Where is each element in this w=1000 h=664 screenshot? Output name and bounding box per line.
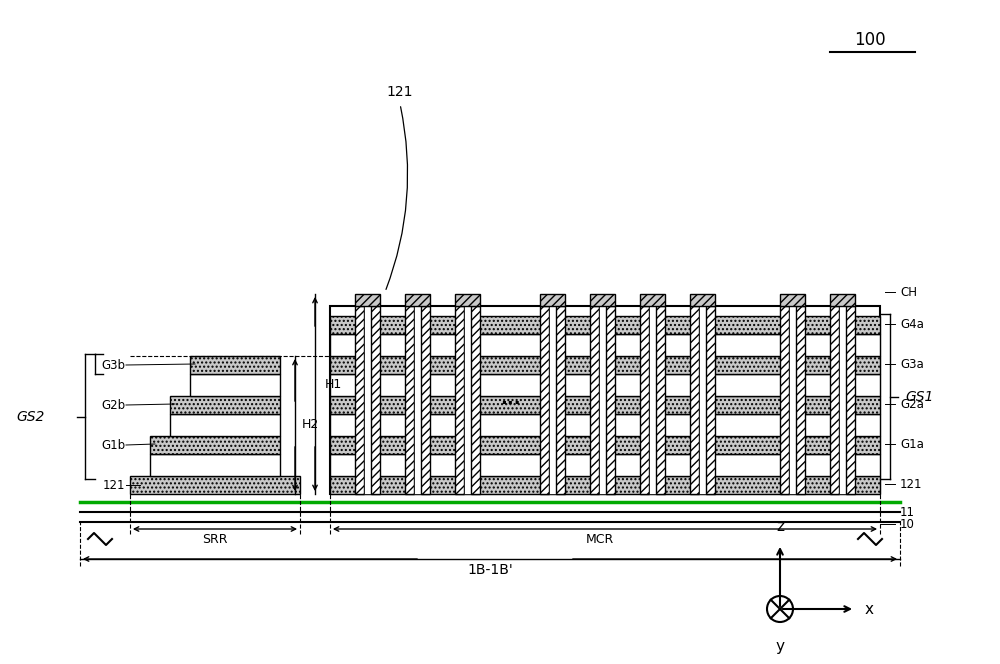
Bar — [190, 356, 280, 374]
Text: 10: 10 — [900, 517, 915, 531]
Bar — [690, 306, 699, 494]
Bar — [355, 294, 380, 306]
Text: CH: CH — [900, 286, 917, 299]
Bar — [405, 306, 414, 494]
Bar — [330, 414, 880, 436]
Text: H1: H1 — [325, 378, 342, 390]
Bar — [355, 306, 364, 494]
Bar — [330, 306, 880, 494]
Text: G3b: G3b — [101, 359, 125, 371]
Text: 121: 121 — [103, 479, 125, 491]
Bar — [796, 306, 805, 494]
Bar — [540, 294, 565, 306]
Bar — [846, 306, 855, 494]
Bar — [549, 306, 556, 494]
Text: 121: 121 — [387, 85, 413, 99]
Text: 100: 100 — [854, 31, 886, 49]
Bar — [789, 306, 796, 494]
Bar — [170, 414, 280, 436]
Text: GS2: GS2 — [17, 410, 45, 424]
Bar — [464, 306, 471, 494]
Bar — [414, 306, 421, 494]
Bar — [656, 306, 665, 494]
Bar — [590, 294, 615, 306]
Bar — [649, 306, 656, 494]
Text: y: y — [776, 639, 784, 654]
Bar — [471, 306, 480, 494]
Bar — [590, 306, 599, 494]
Bar — [190, 374, 280, 396]
Text: 121: 121 — [900, 477, 922, 491]
Bar — [330, 436, 880, 454]
Bar — [706, 306, 715, 494]
Bar — [330, 334, 880, 356]
Bar — [150, 454, 280, 476]
Bar — [405, 294, 430, 306]
Text: G1b: G1b — [101, 438, 125, 452]
Bar — [830, 294, 855, 306]
Bar — [556, 306, 565, 494]
Bar — [330, 476, 880, 494]
Text: SRR: SRR — [202, 533, 228, 546]
Text: 11: 11 — [900, 505, 915, 519]
Text: G2b: G2b — [101, 398, 125, 412]
Bar — [150, 436, 280, 454]
Text: H2: H2 — [302, 418, 319, 430]
Text: G2a: G2a — [900, 398, 924, 410]
Bar — [640, 306, 649, 494]
Text: ...: ... — [500, 390, 520, 408]
Bar — [330, 396, 880, 414]
Text: 1B-1B': 1B-1B' — [467, 563, 513, 577]
Bar — [364, 306, 371, 494]
Bar — [640, 294, 665, 306]
Bar — [690, 294, 715, 306]
Text: G3a: G3a — [900, 357, 924, 371]
Text: GS1: GS1 — [905, 390, 933, 404]
Bar — [330, 356, 880, 374]
Bar — [830, 306, 839, 494]
Bar — [455, 306, 464, 494]
Bar — [599, 306, 606, 494]
Bar — [455, 294, 480, 306]
Text: MCR: MCR — [586, 533, 614, 546]
Text: z: z — [776, 519, 784, 534]
Bar — [421, 306, 430, 494]
Text: G4a: G4a — [900, 317, 924, 331]
Bar — [330, 374, 880, 396]
Bar — [839, 306, 846, 494]
Bar — [699, 306, 706, 494]
Bar — [371, 306, 380, 494]
Bar — [780, 294, 805, 306]
Bar — [330, 454, 880, 476]
Bar — [170, 396, 280, 414]
Bar — [130, 476, 300, 494]
Text: x: x — [865, 602, 874, 616]
Bar — [330, 316, 880, 334]
Bar — [780, 306, 789, 494]
Bar — [606, 306, 615, 494]
Bar — [540, 306, 549, 494]
Text: G1a: G1a — [900, 438, 924, 450]
